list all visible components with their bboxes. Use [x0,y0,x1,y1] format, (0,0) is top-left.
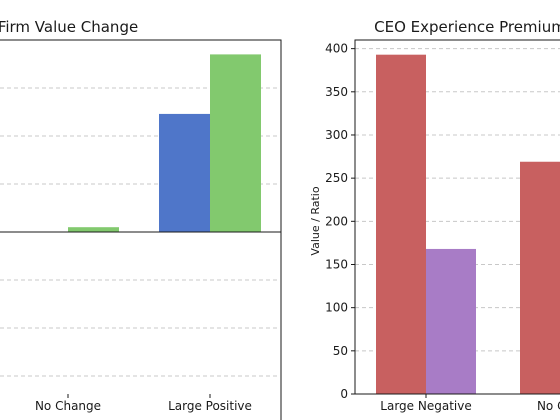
left-bar [68,227,119,232]
right-y-ticks: 0 50 100 150 200 250 300 350 400 [325,42,355,401]
right-bar [520,161,560,394]
right-y-axis-label: Value / Ratio [309,186,322,255]
right-y-tick-label: 250 [325,171,348,185]
right-y-tick-label: 200 [325,214,348,228]
right-y-tick-label: 300 [325,128,348,142]
left-plot-frame [0,39,282,420]
right-plot-frame [354,39,560,395]
right-y-tick-label: 350 [325,85,348,99]
left-x-tick-label: Large Positive [168,399,252,413]
left-x-tick-label: No Change [35,399,101,413]
right-panel: CEO Experience Premium Value / Ratio 0 50… [309,18,560,413]
left-bar [159,113,210,232]
left-x-ticks: No Change Large Positive [35,394,252,413]
right-chart-title: CEO Experience Premium [374,18,560,36]
left-panel: Firm Value Change No Change Large Positiv… [0,18,282,420]
right-x-tick-label: No Change [537,399,560,413]
left-chart-title: Firm Value Change [0,18,138,36]
right-y-tick-label: 50 [333,344,348,358]
right-y-tick-label: 100 [325,301,348,315]
right-bar [426,248,476,394]
right-bars [376,54,560,395]
left-bars [17,54,261,233]
right-x-ticks: Large Negative No Change [380,394,560,413]
right-y-tick-label: 400 [325,42,348,56]
right-bar [376,54,426,395]
right-y-tick-label: 0 [340,387,348,401]
right-x-tick-label: Large Negative [380,399,471,413]
left-bar [210,54,261,233]
right-y-tick-label: 150 [325,257,348,271]
